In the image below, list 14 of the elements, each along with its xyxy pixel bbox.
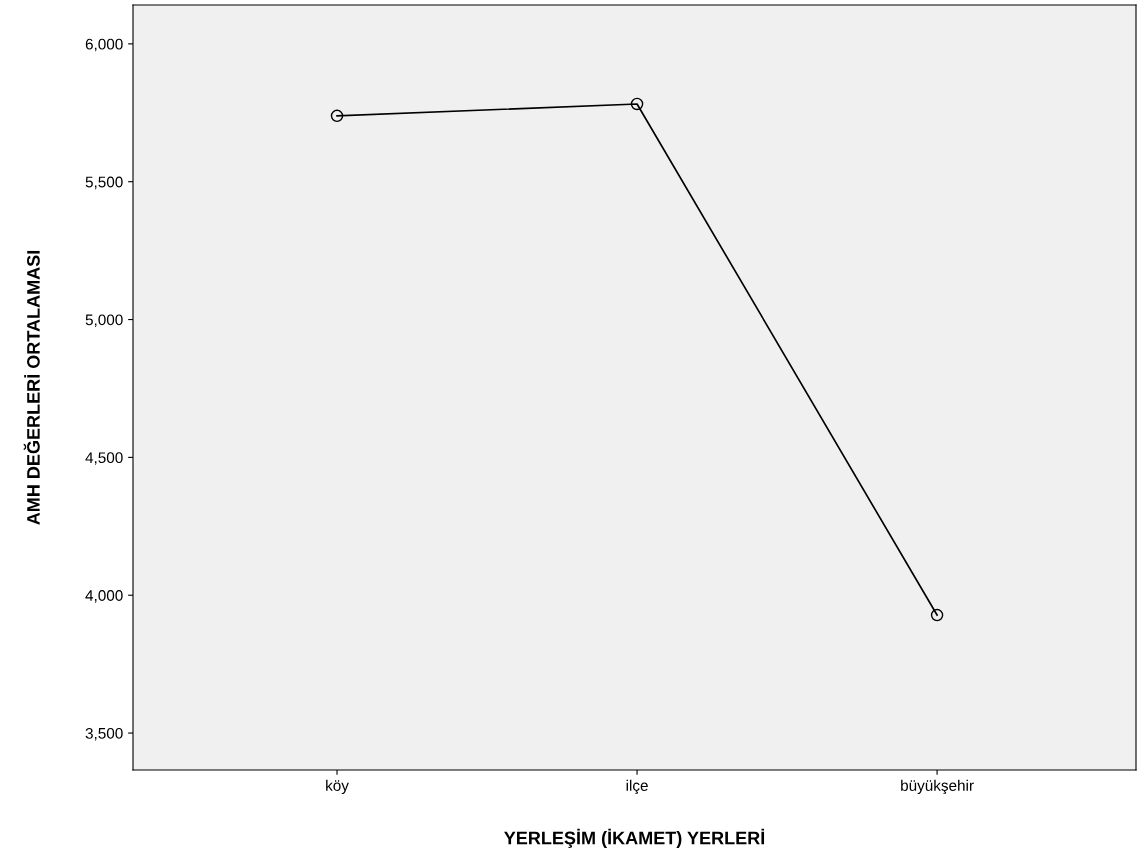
x-axis-title: YERLEŞİM (İKAMET) YERLERİ [504, 828, 765, 848]
point [330, 109, 344, 123]
y-tick-label: 5,000 [85, 314, 123, 328]
x-tick-label: büyükşehir [901, 779, 974, 795]
y-tick-label: 4,500 [85, 452, 123, 465]
y-tick-label: 3,500 [85, 727, 123, 741]
point [630, 97, 644, 111]
x-tick-label: köy [326, 779, 349, 794]
y-tick-label: 4,000 [85, 590, 123, 603]
x-tick-label: ilçe [626, 779, 648, 795]
y-tick-label: 5,500 [85, 176, 123, 190]
y-tick-label: 6,000 [85, 38, 123, 52]
point [930, 608, 944, 622]
y-axis-title: AMH DEĞERLERİ ORTALAMASI [23, 250, 40, 525]
